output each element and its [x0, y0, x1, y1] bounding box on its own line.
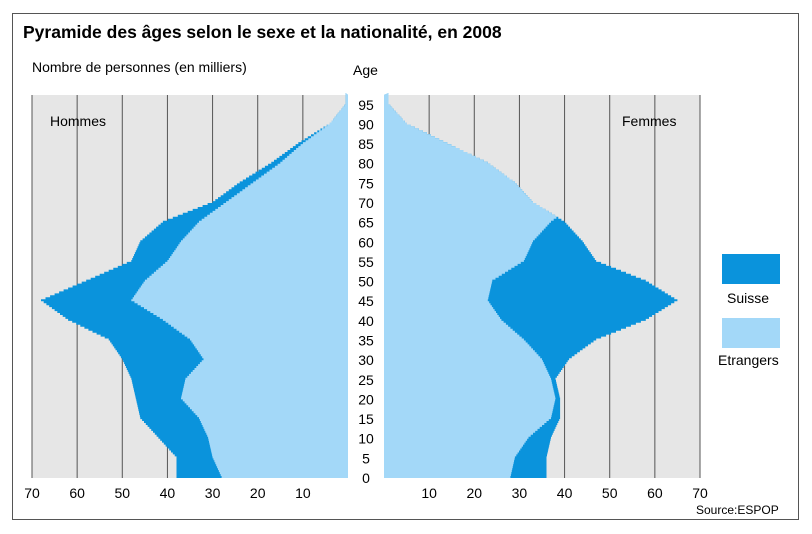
x-tick-femmes-10: 10: [421, 485, 437, 501]
x-tick-femmes-40: 40: [557, 485, 573, 501]
age-tick-90: 90: [358, 116, 374, 132]
series-hommes-etrangers: [131, 93, 348, 478]
x-tick-hommes-40: 40: [160, 485, 176, 501]
chart-title: Pyramide des âges selon le sexe et la na…: [23, 22, 502, 42]
age-tick-45: 45: [358, 293, 374, 309]
source-note: Source:ESPOP: [696, 503, 779, 517]
x-tick-hommes-70: 70: [24, 485, 40, 501]
age-tick-75: 75: [358, 175, 374, 191]
x-tick-hommes-30: 30: [205, 485, 221, 501]
age-tick-50: 50: [358, 274, 374, 290]
age-tick-35: 35: [358, 333, 374, 349]
age-tick-30: 30: [358, 352, 374, 368]
age-tick-60: 60: [358, 234, 374, 250]
x-axis-label: Nombre de personnes (en milliers): [32, 59, 247, 75]
x-tick-femmes-70: 70: [692, 485, 708, 501]
legend-swatch-etrangers: [722, 318, 780, 348]
x-tick-hommes-50: 50: [114, 485, 130, 501]
series-femmes-etrangers: [384, 93, 557, 478]
age-tick-70: 70: [358, 195, 374, 211]
x-tick-femmes-30: 30: [512, 485, 528, 501]
x-tick-hommes-10: 10: [295, 485, 311, 501]
legend-swatch-suisse: [722, 254, 780, 284]
age-tick-65: 65: [358, 215, 374, 231]
age-tick-20: 20: [358, 391, 374, 407]
x-tick-hommes-20: 20: [250, 485, 266, 501]
age-tick-85: 85: [358, 136, 374, 152]
age-axis-label: Age: [353, 62, 378, 78]
age-tick-40: 40: [358, 313, 374, 329]
age-tick-25: 25: [358, 372, 374, 388]
panel-label-hommes: Hommes: [50, 113, 106, 129]
age-tick-10: 10: [358, 431, 374, 447]
panel-label-femmes: Femmes: [622, 113, 676, 129]
age-tick-80: 80: [358, 156, 374, 172]
age-tick-5: 5: [362, 450, 370, 466]
age-tick-15: 15: [358, 411, 374, 427]
legend-label-suisse: Suisse: [727, 290, 770, 306]
legend-label-etrangers: Etrangers: [718, 352, 779, 368]
x-tick-femmes-60: 60: [647, 485, 663, 501]
age-tick-55: 55: [358, 254, 374, 270]
x-tick-femmes-20: 20: [466, 485, 482, 501]
x-tick-femmes-50: 50: [602, 485, 618, 501]
x-tick-hommes-60: 60: [69, 485, 85, 501]
age-tick-95: 95: [358, 97, 374, 113]
age-tick-0: 0: [362, 470, 370, 486]
